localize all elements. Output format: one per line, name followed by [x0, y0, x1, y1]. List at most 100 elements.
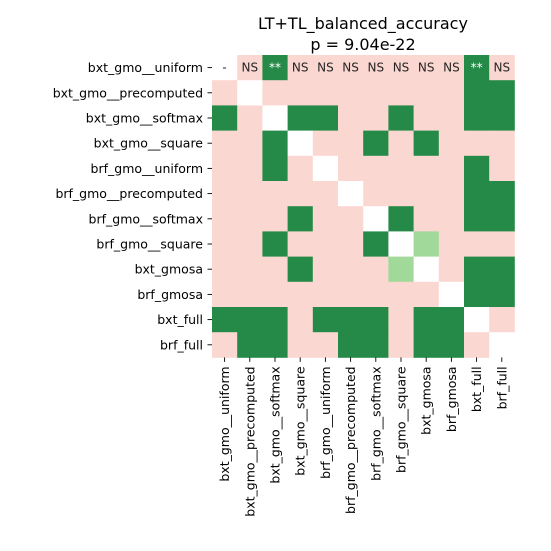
- cell-annotation: NS: [242, 61, 259, 75]
- heatmap-cell: [438, 55, 465, 81]
- heatmap-cell: [489, 80, 515, 106]
- heatmap-cell: [287, 80, 314, 106]
- heatmap-cell: [489, 155, 515, 182]
- heatmap-cell: [212, 281, 238, 308]
- heatmap-cell: [388, 55, 414, 81]
- heatmap-cell: [438, 181, 465, 207]
- heatmap-cell: [464, 181, 490, 207]
- heatmap-cell: [363, 55, 389, 81]
- heatmap-cell: [388, 105, 414, 131]
- heatmap-cell: [237, 55, 263, 81]
- cell-annotations: - NS ** NS NS NS NS NS NS NS ** NS: [222, 61, 510, 75]
- heatmap-cell: [413, 256, 440, 283]
- heatmap-cell: [438, 231, 465, 257]
- heatmap-cell: [237, 130, 263, 157]
- heatmap-cell: [312, 155, 339, 182]
- heatmap-cell: [363, 231, 389, 257]
- heatmap-cell: [413, 307, 440, 333]
- heatmap-cell: [388, 281, 414, 308]
- heatmap-cell: [363, 80, 389, 106]
- heatmap-cell: [438, 105, 465, 131]
- heatmap-cell: [363, 130, 389, 157]
- heatmap-cell: [338, 181, 364, 207]
- heatmap-cell: [287, 307, 314, 333]
- heatmap-cell: [312, 231, 339, 257]
- heatmap-cell: [338, 231, 364, 257]
- heatmap-cell: [287, 256, 314, 283]
- heatmap-cell: [287, 281, 314, 308]
- heatmap-cell: [262, 231, 288, 257]
- heatmap-cell: [262, 130, 288, 157]
- row-tick-label: brf_full: [160, 337, 203, 352]
- heatmap-cell: [262, 256, 288, 283]
- heatmap-cell: [212, 256, 238, 283]
- heatmap-cell: [438, 307, 465, 333]
- heatmap-cell: [388, 231, 414, 257]
- heatmap-cell: [338, 130, 364, 157]
- heatmap-cell: [413, 80, 440, 106]
- cell-annotation: -: [222, 61, 226, 75]
- col-tick-label: bxt_full: [469, 366, 484, 412]
- heatmap-cell: [338, 332, 364, 358]
- col-tick-label: brf_full: [494, 366, 509, 409]
- heatmap-cell: [237, 307, 263, 333]
- heatmap-cell: [338, 206, 364, 232]
- heatmap-cell: [287, 332, 314, 358]
- heatmap-cell: [312, 307, 339, 333]
- heatmap-cell: [338, 105, 364, 131]
- heatmap-cell: [489, 332, 515, 358]
- heatmap-cell: [464, 80, 490, 106]
- row-tick-label: bxt_gmosa: [135, 262, 203, 277]
- heatmap-cell: [212, 105, 238, 131]
- row-tick-label: bxt_full: [157, 312, 203, 327]
- heatmap-cell: [212, 181, 238, 207]
- heatmap-cell: [363, 105, 389, 131]
- heatmap-cell: [262, 105, 288, 131]
- heatmap-cell: [489, 206, 515, 232]
- heatmap-cell: [262, 155, 288, 182]
- col-tick-label: brf_gmo__precomputed: [343, 366, 358, 514]
- heatmap-cell: [464, 130, 490, 157]
- heatmap-cell: [237, 332, 263, 358]
- heatmap-cell: [438, 80, 465, 106]
- heatmap-cell: [489, 307, 515, 333]
- col-tick-label: bxt_gmo__square: [293, 366, 308, 476]
- heatmap-cell: [388, 130, 414, 157]
- heatmap-cell: [464, 332, 490, 358]
- heatmap-cell: [363, 307, 389, 333]
- heatmap-cell: [262, 181, 288, 207]
- cell-annotation: NS: [393, 61, 410, 75]
- heatmap-cell: [413, 105, 440, 131]
- heatmap-cell: [489, 181, 515, 207]
- heatmap-cell: [338, 80, 364, 106]
- heatmap-cell: [413, 130, 440, 157]
- heatmap-cell: [489, 231, 515, 257]
- heatmap-cell: [262, 80, 288, 106]
- row-tick-label: brf_gmo__softmax: [89, 211, 203, 226]
- heatmap-cell: [438, 130, 465, 157]
- heatmap-cell: [312, 130, 339, 157]
- heatmap-cell: [237, 256, 263, 283]
- heatmap-cell: [287, 105, 314, 131]
- heatmap-cell: [464, 206, 490, 232]
- row-tick-label: bxt_gmo__uniform: [88, 60, 203, 75]
- heatmap-cell: [212, 130, 238, 157]
- heatmap-cell: [438, 281, 465, 308]
- heatmap-cell: [338, 281, 364, 308]
- col-tick-label: brf_gmo__square: [394, 366, 409, 473]
- heatmap-cell: [237, 155, 263, 182]
- heatmap-cell: [212, 80, 238, 106]
- heatmap-cell: [237, 281, 263, 308]
- row-tick-label: brf_gmo__precomputed: [55, 186, 203, 201]
- cell-annotation: NS: [368, 61, 385, 75]
- heatmap-cell: [237, 181, 263, 207]
- heatmap-cell: [413, 155, 440, 182]
- heatmap-cell: [489, 55, 515, 81]
- heatmap-cell: [338, 256, 364, 283]
- heatmap-cell: [338, 307, 364, 333]
- heatmap-cell: [489, 281, 515, 308]
- cell-annotation: **: [471, 61, 483, 75]
- heatmap-cell: [363, 181, 389, 207]
- heatmap-cell: [438, 256, 465, 283]
- col-tick-label: bxt_gmo__uniform: [217, 366, 232, 481]
